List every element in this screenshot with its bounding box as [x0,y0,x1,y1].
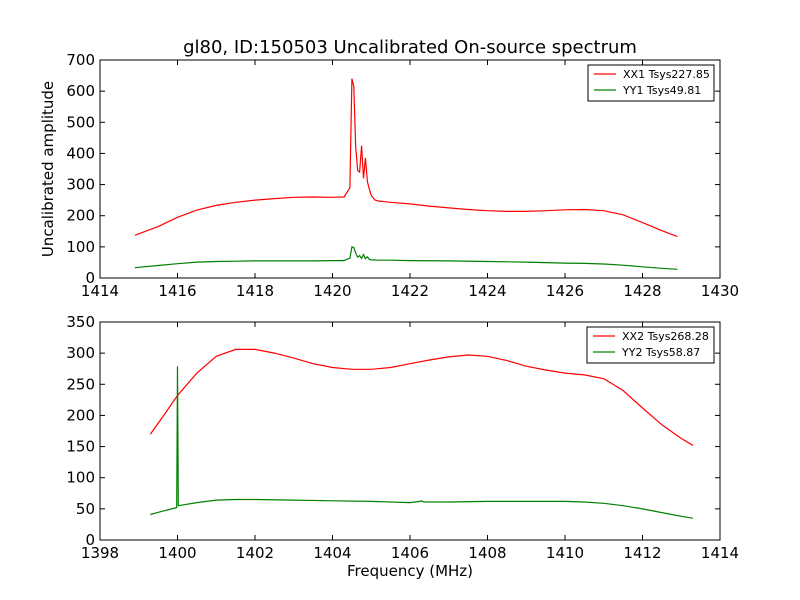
x-tick-label: 1428 [623,282,661,300]
plot-frame-bottom [99,321,721,541]
y-tick-label: 350 [66,313,95,331]
series-line-bottom-0 [149,348,694,446]
x-tick-label: 1422 [391,282,429,300]
y-tick-label: 600 [66,82,95,100]
x-tick-label: 1424 [468,282,506,300]
x-tick-label: 1426 [546,282,584,300]
x-tick-label: 1400 [158,544,196,562]
top-panel: gl80, ID:150503 Uncalibrated On-source s… [39,37,739,300]
y-tick-label: 250 [66,375,95,393]
x-tick-label: 1412 [623,544,661,562]
y-tick-label: 300 [66,344,95,362]
legend-entry: XX1 Tsys227.85 [623,68,710,81]
series-line-top-1 [134,246,678,270]
bottom-panel: Frequency (MHz) 1398 1400 1402 1404 1406 1408… [66,313,739,580]
y-tick-label: 500 [66,113,95,131]
x-axis-label-bottom: Frequency (MHz) [347,562,473,580]
legend-entry: YY1 Tsys49.81 [622,84,701,97]
legend-box [586,326,715,364]
y-tick-label: 0 [85,269,95,287]
x-tick-label: 1414 [701,544,739,562]
x-tick-label: 1408 [468,544,506,562]
legend-entry: YY2 Tsys58.87 [621,346,700,359]
y-tick-label: 400 [66,144,95,162]
x-tick-label: 1402 [236,544,274,562]
series-line-bottom-1 [150,366,693,519]
y-tick-label: 200 [66,406,95,424]
series-line-top-0 [134,78,678,238]
x-tick-label: 1430 [701,282,739,300]
y-tick-label: 700 [66,51,95,69]
x-tick-label: 1406 [391,544,429,562]
y-tick-label: 200 [66,207,95,225]
x-tick-label: 1398 [81,544,119,562]
y-tick-label: 150 [66,438,95,456]
y-tick-label: 0 [85,531,95,549]
legend-box [587,64,715,102]
legend-entry: XX2 Tsys268.28 [622,330,709,343]
chart-title: gl80, ID:150503 Uncalibrated On-source s… [183,37,637,58]
x-tick-label: 1414 [81,282,119,300]
x-tick-label: 1404 [313,544,351,562]
x-tick-label: 1420 [313,282,351,300]
plot-frame-top [99,59,721,279]
y-tick-label: 300 [66,176,95,194]
y-axis-label-top: Uncalibrated amplitude [39,81,57,257]
y-tick-label: 100 [66,469,95,487]
x-tick-label: 1418 [236,282,274,300]
y-tick-label: 100 [66,238,95,256]
y-tick-label: 50 [76,500,95,518]
x-tick-label: 1416 [158,282,196,300]
x-tick-label: 1410 [546,544,584,562]
